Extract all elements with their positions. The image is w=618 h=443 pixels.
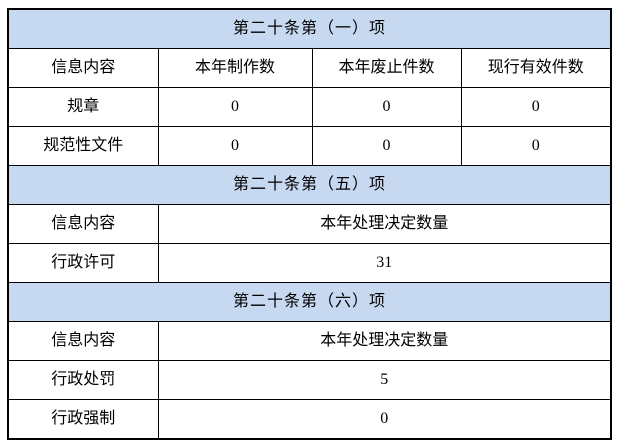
section-title-article20-item6: 第二十条第（六）项 — [7, 282, 612, 322]
column-header-info-content: 信息内容 — [7, 204, 159, 244]
table-row: 行政强制 0 — [7, 399, 612, 440]
column-header-info-content: 信息内容 — [7, 321, 159, 361]
cell-value: 31 — [157, 243, 612, 283]
cell-value: 0 — [311, 87, 462, 127]
row-label-administrative-penalty: 行政处罚 — [7, 360, 159, 400]
table-row: 第二十条第（五）项 — [7, 165, 612, 205]
column-header-decisions-this-year: 本年处理决定数量 — [157, 204, 612, 244]
column-header-made-this-year: 本年制作数 — [157, 48, 313, 88]
row-label-administrative-licensing: 行政许可 — [7, 243, 159, 283]
table-row: 第二十条第（一）项 — [7, 8, 612, 49]
cell-value: 0 — [311, 126, 462, 166]
table-row: 第二十条第（六）项 — [7, 282, 612, 322]
row-label-regulations: 规章 — [7, 87, 159, 127]
table-row: 信息内容 本年制作数 本年废止件数 现行有效件数 — [7, 48, 612, 88]
column-header-currently-valid: 现行有效件数 — [460, 48, 612, 88]
table-row: 规范性文件 0 0 0 — [7, 126, 612, 166]
row-label-normative-documents: 规范性文件 — [7, 126, 159, 166]
cell-value: 5 — [157, 360, 612, 400]
cell-value: 0 — [157, 87, 313, 127]
cell-value: 0 — [157, 399, 612, 440]
section-title-article20-item1: 第二十条第（一）项 — [7, 8, 612, 49]
annual-report-table: 第二十条第（一）项 信息内容 本年制作数 本年废止件数 现行有效件数 规章 0 … — [7, 8, 613, 440]
table-row: 行政许可 31 — [7, 243, 612, 283]
row-label-administrative-coercion: 行政强制 — [7, 399, 159, 440]
section-title-article20-item5: 第二十条第（五）项 — [7, 165, 612, 205]
column-header-repealed-this-year: 本年废止件数 — [311, 48, 462, 88]
table-row: 行政处罚 5 — [7, 360, 612, 400]
cell-value: 0 — [157, 126, 313, 166]
cell-value: 0 — [460, 126, 612, 166]
table-row: 规章 0 0 0 — [7, 87, 612, 127]
column-header-info-content: 信息内容 — [7, 48, 159, 88]
table-row: 信息内容 本年处理决定数量 — [7, 204, 612, 244]
column-header-decisions-this-year: 本年处理决定数量 — [157, 321, 612, 361]
table-row: 信息内容 本年处理决定数量 — [7, 321, 612, 361]
cell-value: 0 — [460, 87, 612, 127]
